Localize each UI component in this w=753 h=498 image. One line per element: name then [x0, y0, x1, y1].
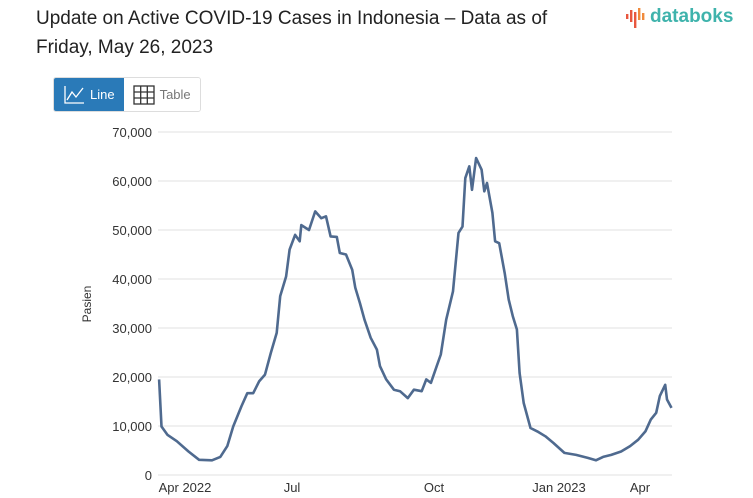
y-tick-label: 60,000: [112, 174, 152, 189]
y-tick-label: 20,000: [112, 370, 152, 385]
y-tick-label: 0: [145, 468, 152, 483]
line-chart-icon: [64, 85, 84, 104]
line-view-button[interactable]: Line: [54, 78, 124, 111]
table-grid-icon: [132, 84, 155, 105]
x-tick-label: Apr 2022: [159, 480, 212, 495]
y-tick-label: 30,000: [112, 321, 152, 336]
chart-title: Update on Active COVID-19 Cases in Indon…: [36, 8, 548, 58]
series-line: [157, 156, 673, 462]
databoks-logo: databoks: [625, 6, 733, 28]
y-tick-label: 10,000: [112, 419, 152, 434]
y-tick-label: 40,000: [112, 272, 152, 287]
line-view-label: Line: [90, 87, 115, 102]
logo-bars-icon: [626, 8, 645, 28]
x-tick-label: Apr: [630, 480, 651, 495]
table-view-label: Table: [159, 87, 191, 102]
x-tick-label: Jul: [284, 480, 301, 495]
view-toggle: Line Table: [53, 77, 201, 112]
y-tick-label: 70,000: [112, 125, 152, 140]
x-tick-label: Oct: [424, 480, 445, 495]
y-tick-label: 50,000: [112, 223, 152, 238]
table-view-button[interactable]: Table: [123, 78, 200, 111]
y-axis-label: Pasien: [80, 286, 94, 323]
logo-text: databoks: [650, 6, 734, 27]
x-tick-label: Jan 2023: [532, 480, 586, 495]
